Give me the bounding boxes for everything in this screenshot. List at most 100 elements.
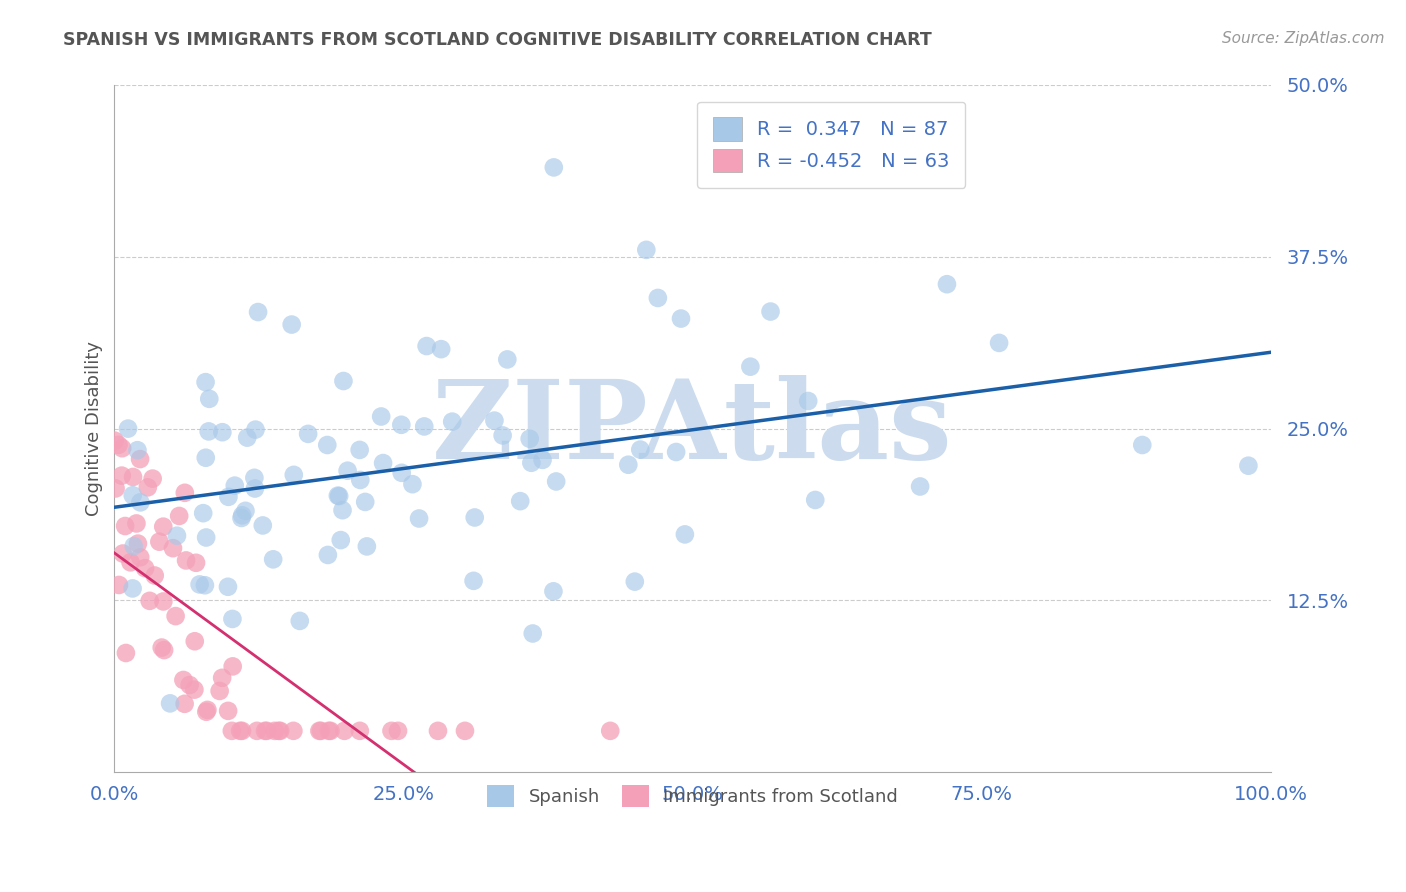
Point: [236, 431, 259, 445]
Point: [111, 468, 134, 483]
Point: [543, 584, 565, 599]
Point: [484, 414, 506, 428]
Point: [111, 441, 134, 455]
Point: [491, 428, 513, 442]
Point: [183, 682, 205, 697]
Point: [173, 697, 195, 711]
Point: [121, 488, 143, 502]
Point: [454, 723, 477, 738]
Point: [509, 494, 531, 508]
Point: [336, 464, 359, 478]
Point: [152, 594, 174, 608]
Point: [122, 470, 145, 484]
Point: [211, 425, 233, 440]
Point: [636, 243, 658, 257]
Point: [804, 492, 827, 507]
Point: [194, 450, 217, 465]
Point: [543, 161, 565, 175]
Point: [193, 506, 215, 520]
Point: [231, 508, 253, 523]
Point: [122, 539, 145, 553]
Point: [297, 426, 319, 441]
Point: [136, 480, 159, 494]
Point: [117, 422, 139, 436]
Point: [224, 478, 246, 492]
Point: [280, 318, 302, 332]
Point: [349, 723, 371, 738]
Point: [463, 574, 485, 588]
Point: [208, 684, 231, 698]
Point: [308, 723, 330, 738]
Point: [262, 552, 284, 566]
Point: [623, 574, 645, 589]
Point: [427, 723, 450, 738]
Point: [408, 511, 430, 525]
Text: SPANISH VS IMMIGRANTS FROM SCOTLAND COGNITIVE DISABILITY CORRELATION CHART: SPANISH VS IMMIGRANTS FROM SCOTLAND COGN…: [63, 31, 932, 49]
Point: [195, 531, 218, 545]
Point: [172, 673, 194, 687]
Point: [316, 438, 339, 452]
Point: [430, 342, 453, 356]
Point: [665, 445, 688, 459]
Point: [150, 640, 173, 655]
Point: [217, 704, 239, 718]
Point: [371, 456, 394, 470]
Point: [197, 425, 219, 439]
Point: [740, 359, 762, 374]
Point: [138, 594, 160, 608]
Y-axis label: Cognitive Disability: Cognitive Disability: [86, 341, 103, 516]
Point: [936, 277, 959, 292]
Point: [370, 409, 392, 424]
Point: [256, 723, 278, 738]
Point: [246, 723, 269, 738]
Point: [107, 438, 129, 452]
Point: [114, 519, 136, 533]
Point: [519, 432, 541, 446]
Point: [134, 561, 156, 575]
Point: [316, 548, 339, 562]
Point: [288, 614, 311, 628]
Point: [129, 495, 152, 509]
Point: [309, 723, 332, 738]
Point: [243, 482, 266, 496]
Point: [184, 634, 207, 648]
Point: [174, 553, 197, 567]
Point: [329, 533, 352, 547]
Point: [332, 503, 354, 517]
Point: [184, 556, 207, 570]
Point: [221, 612, 243, 626]
Point: [599, 723, 621, 738]
Point: [121, 582, 143, 596]
Point: [104, 482, 127, 496]
Point: [389, 417, 412, 432]
Point: [647, 291, 669, 305]
Point: [520, 456, 543, 470]
Point: [165, 609, 187, 624]
Point: [349, 442, 371, 457]
Point: [356, 540, 378, 554]
Point: [759, 304, 782, 318]
Point: [617, 458, 640, 472]
Point: [669, 311, 692, 326]
Point: [103, 434, 125, 448]
Point: [231, 723, 253, 738]
Point: [221, 723, 243, 738]
Point: [380, 723, 402, 738]
Point: [354, 495, 377, 509]
Point: [673, 527, 696, 541]
Point: [129, 550, 152, 565]
Point: [349, 473, 371, 487]
Point: [179, 678, 201, 692]
Point: [243, 471, 266, 485]
Point: [387, 723, 409, 738]
Point: [546, 475, 568, 489]
Point: [328, 489, 350, 503]
Point: [531, 453, 554, 467]
Point: [211, 671, 233, 685]
Point: [326, 489, 349, 503]
Point: [153, 643, 176, 657]
Point: [167, 508, 190, 523]
Point: [496, 352, 519, 367]
Point: [415, 339, 437, 353]
Point: [1237, 458, 1260, 473]
